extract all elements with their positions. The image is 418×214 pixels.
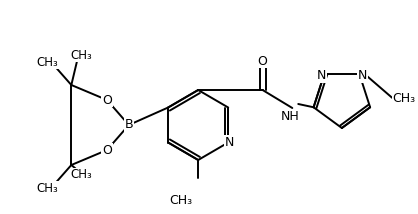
- Text: O: O: [257, 55, 268, 67]
- Text: CH₃: CH₃: [37, 55, 59, 68]
- Text: N: N: [224, 136, 234, 149]
- Text: CH₃: CH₃: [393, 92, 416, 104]
- Text: N: N: [358, 69, 367, 82]
- Text: B: B: [125, 119, 133, 131]
- Text: CH₃: CH₃: [70, 168, 92, 181]
- Text: NH: NH: [281, 110, 300, 122]
- Text: CH₃: CH₃: [169, 193, 192, 207]
- Text: O: O: [102, 144, 112, 156]
- Text: O: O: [102, 94, 112, 107]
- Text: N: N: [317, 69, 326, 82]
- Text: CH₃: CH₃: [70, 49, 92, 61]
- Text: CH₃: CH₃: [37, 181, 59, 195]
